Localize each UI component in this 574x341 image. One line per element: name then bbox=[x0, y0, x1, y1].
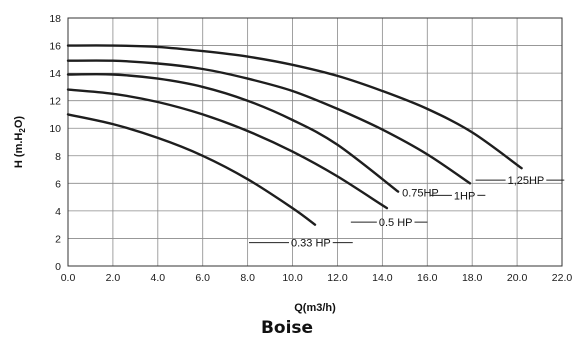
x-tick-label: 16.0 bbox=[417, 272, 438, 284]
x-tick-label: 2.0 bbox=[106, 272, 121, 284]
y-tick-label: 6 bbox=[55, 178, 61, 190]
series-label: 1HP bbox=[454, 190, 475, 202]
series-curve-1 bbox=[66, 88, 389, 210]
x-tick-label: 4.0 bbox=[151, 272, 166, 284]
x-tick-label: 10.0 bbox=[282, 272, 303, 284]
x-axis-label: Q(m3/h) bbox=[294, 302, 336, 314]
y-tick-label: 12 bbox=[49, 96, 61, 108]
x-tick-labels: 0.0 2.0 4.0 6.0 8.0 10.0 12.0 14.0 16.0 18.0 20.0 2… bbox=[61, 272, 573, 284]
series-label: 0.5 HP bbox=[379, 217, 413, 229]
x-tick-label: 12.0 bbox=[327, 272, 348, 284]
x-tick-label: 6.0 bbox=[195, 272, 210, 284]
y-tick-label: 8 bbox=[55, 151, 61, 163]
y-axis-label: H (m.H2O) bbox=[13, 116, 27, 168]
y-tick-label: 18 bbox=[49, 13, 61, 25]
x-tick-label: 14.0 bbox=[372, 272, 393, 284]
y-tick-label: 0 bbox=[55, 261, 61, 273]
y-tick-label: 14 bbox=[49, 68, 61, 80]
series-curve-4 bbox=[66, 44, 523, 170]
series-label: 0.33 HP bbox=[291, 238, 331, 250]
y-tick-label: 2 bbox=[55, 233, 61, 245]
y-tick-label: 10 bbox=[49, 123, 61, 135]
pump-model-caption: Boise bbox=[260, 318, 314, 338]
y-tick-labels: 0 2 4 6 8 10 12 14 16 18 bbox=[49, 13, 61, 273]
x-tick-label: 0.0 bbox=[61, 272, 76, 284]
y-tick-label: 16 bbox=[49, 41, 61, 53]
x-tick-label: 8.0 bbox=[240, 272, 255, 284]
series-curve-2 bbox=[66, 72, 400, 193]
x-tick-label: 22.0 bbox=[552, 272, 573, 284]
series-label: 1,25HP bbox=[508, 175, 545, 187]
series-curves bbox=[66, 44, 523, 226]
plot-frame bbox=[67, 17, 563, 267]
x-tick-label: 18.0 bbox=[462, 272, 483, 284]
series-label: 0.75HP bbox=[402, 188, 439, 200]
y-tick-label: 4 bbox=[55, 206, 61, 218]
x-tick-label: 20.0 bbox=[507, 272, 528, 284]
series-labels: 0.33 HP 0.5 HP 0.75HP 1HP 1,25HP bbox=[249, 175, 565, 250]
series-curve-3 bbox=[66, 59, 472, 185]
series-curve-0 bbox=[66, 113, 317, 226]
